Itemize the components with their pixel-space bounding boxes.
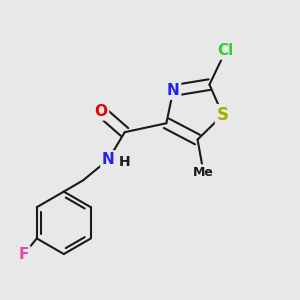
Text: O: O [94, 104, 107, 119]
Text: S: S [217, 106, 229, 124]
Text: N: N [102, 152, 115, 167]
Text: Cl: Cl [218, 43, 234, 58]
Text: H: H [119, 155, 130, 169]
Text: Me: Me [193, 166, 214, 179]
Text: F: F [19, 247, 29, 262]
Text: N: N [167, 83, 180, 98]
